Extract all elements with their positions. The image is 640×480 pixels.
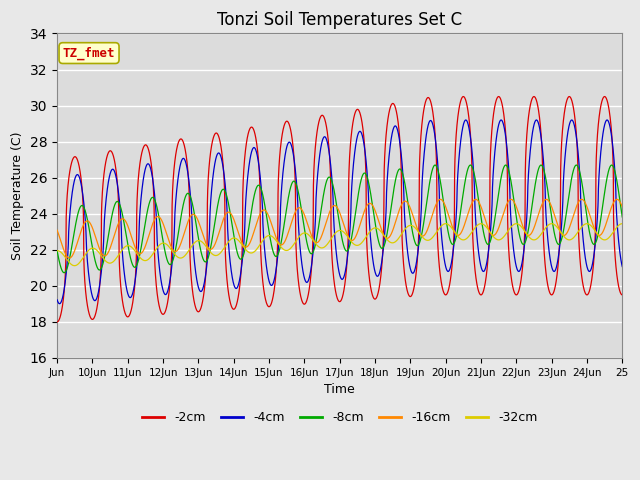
Y-axis label: Soil Temperature (C): Soil Temperature (C) xyxy=(11,132,24,260)
Legend: -2cm, -4cm, -8cm, -16cm, -32cm: -2cm, -4cm, -8cm, -16cm, -32cm xyxy=(137,407,543,430)
Title: Tonzi Soil Temperatures Set C: Tonzi Soil Temperatures Set C xyxy=(217,11,462,29)
X-axis label: Time: Time xyxy=(324,383,355,396)
Text: TZ_fmet: TZ_fmet xyxy=(63,47,115,60)
